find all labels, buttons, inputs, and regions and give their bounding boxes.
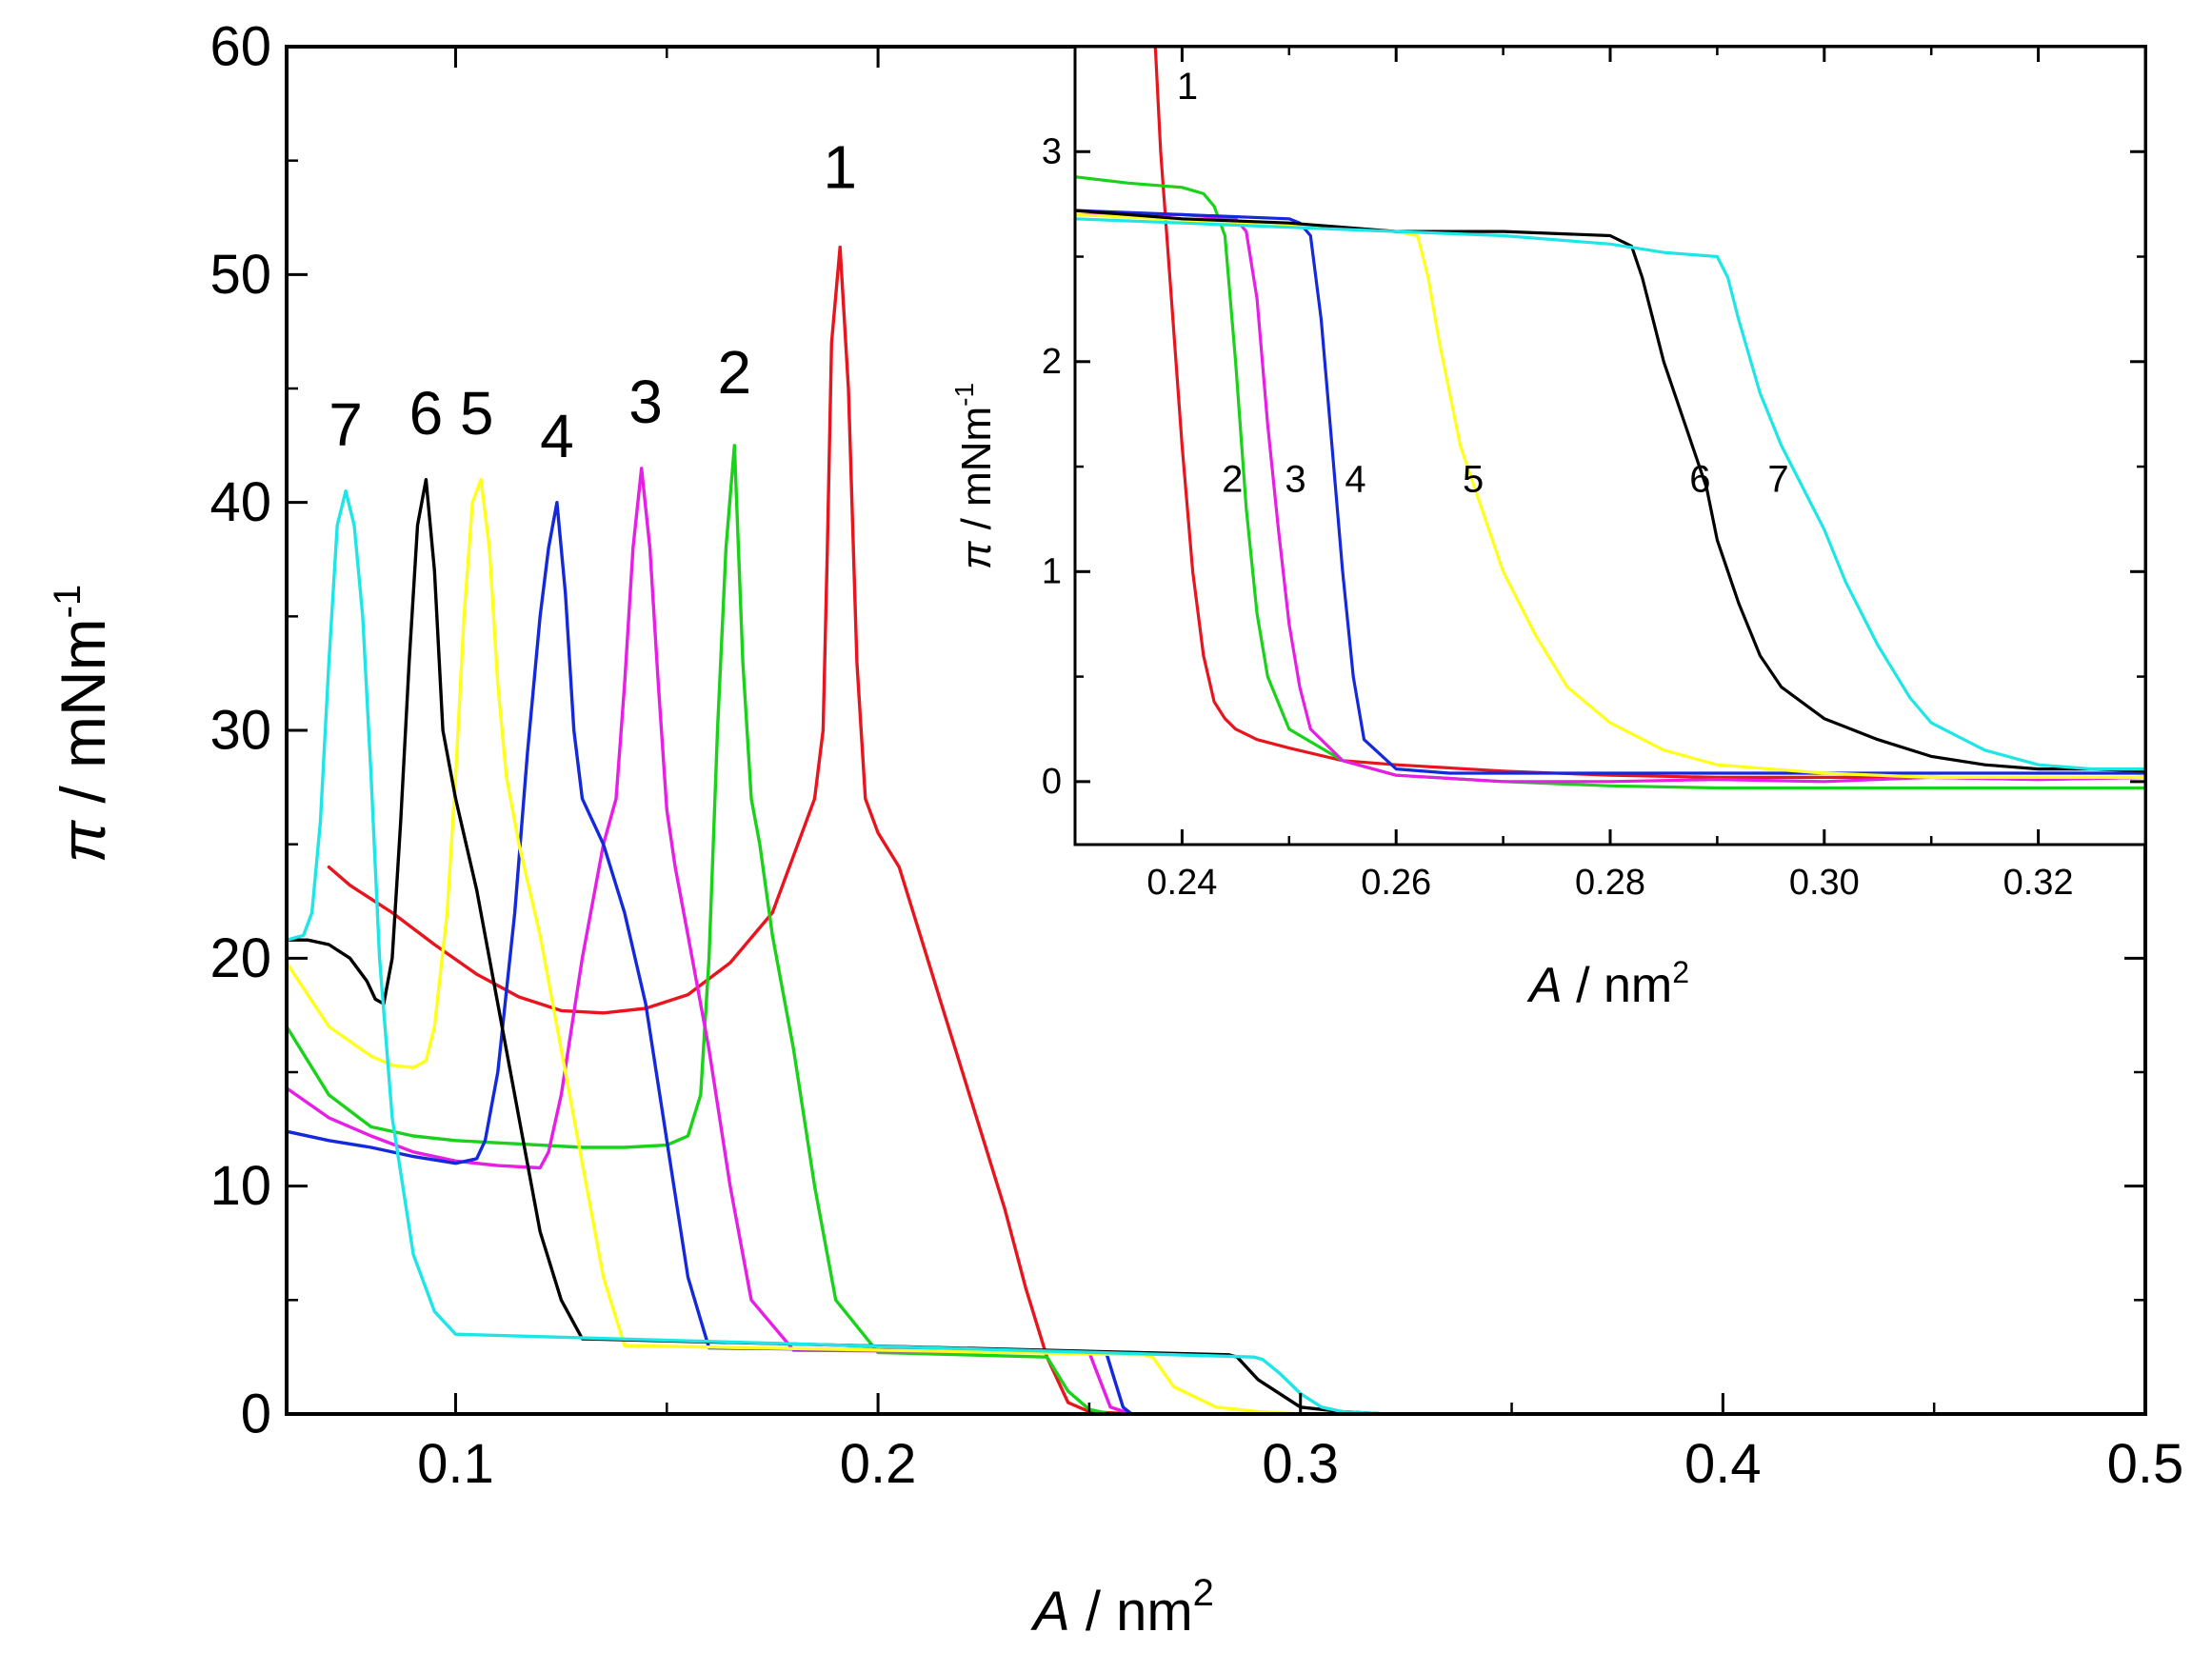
main-series-label-5: 5 bbox=[460, 379, 494, 448]
inset-series-label-1: 1 bbox=[1177, 66, 1198, 108]
inset-series-line-1 bbox=[1153, 47, 2145, 782]
inset-series-label-6: 6 bbox=[1689, 459, 1710, 501]
main-series-line-4 bbox=[287, 501, 1514, 1414]
main-y-tick-label: 50 bbox=[209, 244, 271, 306]
inset-series-label-7: 7 bbox=[1767, 459, 1788, 501]
inset-x-axis-label: A / nm2 bbox=[1526, 955, 1689, 1013]
inset-x-tick-label: 0.32 bbox=[2003, 863, 2074, 903]
inset-x-tick-label: 0.24 bbox=[1146, 863, 1217, 903]
inset-y-tick-label: 0 bbox=[1042, 762, 1062, 802]
inset-series-label-4: 4 bbox=[1345, 459, 1365, 501]
main-x-axis-label: A / nm2 bbox=[1030, 1572, 1214, 1643]
inset-series-label-3: 3 bbox=[1285, 459, 1305, 501]
inset-series-line-2 bbox=[1075, 175, 2145, 790]
inset-curves bbox=[1075, 47, 2145, 790]
main-series-label-2: 2 bbox=[717, 338, 751, 407]
main-y-axis-label: π / mNm-1 bbox=[47, 585, 118, 863]
inset-series-line-7 bbox=[1075, 217, 2145, 771]
main-series-label-4: 4 bbox=[540, 402, 574, 470]
main-x-tick-label: 0.5 bbox=[2107, 1433, 2184, 1495]
main-y-tick-label: 30 bbox=[209, 700, 271, 762]
inset-series-line-3 bbox=[1075, 212, 2145, 784]
main-series-line-6 bbox=[287, 478, 1514, 1414]
inset-x-tick-label: 0.26 bbox=[1361, 863, 1431, 903]
main-y-tick-label: 0 bbox=[241, 1384, 271, 1445]
main-series-line-7 bbox=[287, 489, 1514, 1414]
main-series-label-7: 7 bbox=[329, 390, 363, 459]
inset-curve-labels: 1 2 3 4 5 6 7 bbox=[1177, 66, 1789, 500]
main-series-line-1 bbox=[327, 245, 1514, 1414]
inset-series-line-6 bbox=[1075, 209, 2145, 773]
main-x-tick-label: 0.2 bbox=[840, 1433, 917, 1495]
main-series-label-3: 3 bbox=[628, 368, 663, 436]
inset-y-tick-label: 3 bbox=[1042, 131, 1062, 171]
inset-plot-frame bbox=[1073, 45, 2147, 846]
main-series-line-3 bbox=[287, 467, 1514, 1414]
main-x-tick-label: 0.3 bbox=[1262, 1433, 1339, 1495]
inset-y-tick-label: 2 bbox=[1042, 342, 1062, 382]
inset-x-tick-label: 0.28 bbox=[1575, 863, 1645, 903]
inset-y-axis-label: π / mNm-1 bbox=[949, 383, 1000, 569]
main-series-label-6: 6 bbox=[409, 379, 444, 448]
main-series-label-1: 1 bbox=[823, 132, 857, 201]
inset-y-tick-label: 1 bbox=[1042, 551, 1062, 591]
main-x-tick-label: 0.4 bbox=[1684, 1433, 1762, 1495]
main-series-line-5 bbox=[287, 478, 1514, 1414]
main-y-tick-label: 60 bbox=[209, 16, 271, 78]
main-curves bbox=[287, 245, 1514, 1414]
inset-series-label-5: 5 bbox=[1463, 459, 1484, 501]
inset-x-tick-label: 0.30 bbox=[1789, 863, 1860, 903]
main-x-tick-label: 0.1 bbox=[417, 1433, 494, 1495]
main-y-tick-label: 40 bbox=[209, 471, 271, 533]
inset-series-line-5 bbox=[1075, 212, 2145, 780]
main-y-tick-label: 20 bbox=[209, 927, 271, 989]
main-series-line-2 bbox=[287, 444, 1514, 1414]
inset-series-label-2: 2 bbox=[1222, 459, 1243, 501]
main-y-tick-label: 10 bbox=[209, 1155, 271, 1217]
inset-background bbox=[1075, 47, 2145, 845]
